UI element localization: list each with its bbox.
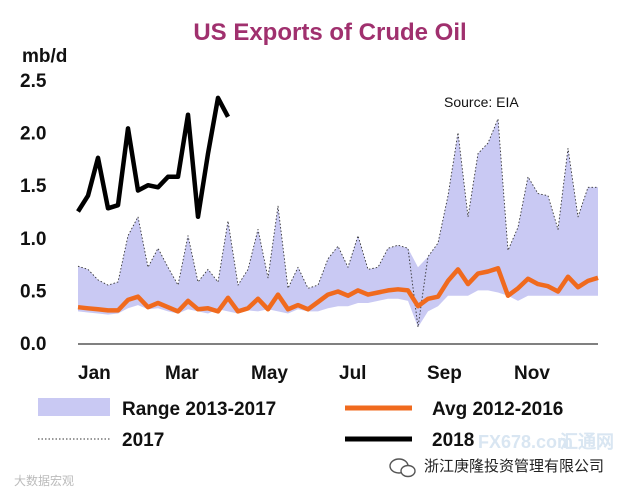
legend-label-2018: 2018 — [432, 430, 474, 451]
series-line-2018 — [76, 95, 230, 220]
source-note: Source: EIA — [444, 94, 519, 110]
y-tick-label: 1.5 — [20, 176, 47, 197]
y-axis-unit: mb/d — [22, 46, 67, 67]
wechat-icon — [389, 458, 416, 478]
y-tick-label: 0.0 — [20, 334, 46, 355]
watermark-logo-text: 汇通网 — [560, 432, 614, 452]
y-tick-label: 2.5 — [20, 71, 47, 92]
series-line-avg — [77, 266, 599, 314]
watermark-left: 大数据宏观 — [14, 473, 74, 488]
x-tick-label: Nov — [514, 363, 550, 384]
legend-label-range: Range 2013-2017 — [122, 399, 276, 420]
y-tick-label: 0.5 — [20, 281, 47, 302]
y-tick-label: 1.0 — [20, 229, 46, 250]
x-tick-label: Jul — [339, 363, 366, 384]
y-tick-label: 2.0 — [20, 124, 46, 145]
x-tick-label: Sep — [427, 363, 462, 384]
y-axis: 0.0 0.5 1.0 1.5 2.0 2.5 — [20, 71, 47, 355]
range-area — [78, 118, 598, 328]
chart-title: US Exports of Crude Oil — [193, 19, 466, 46]
plot-area — [76, 95, 599, 345]
legend: Range 2013-2017 Avg 2012-2016 2017 2018 — [38, 398, 563, 451]
x-tick-label: May — [251, 363, 288, 384]
legend-label-2017: 2017 — [122, 430, 164, 451]
watermark-right: 浙江庚隆投资管理有限公司 — [424, 458, 604, 475]
watermark-logo: FX678.com — [478, 432, 573, 452]
x-axis: Jan Mar May Jul Sep Nov — [78, 363, 550, 384]
legend-label-avg: Avg 2012-2016 — [432, 399, 563, 420]
x-tick-label: Jan — [78, 363, 111, 384]
legend-swatch-range — [38, 398, 110, 416]
x-tick-label: Mar — [165, 363, 199, 384]
